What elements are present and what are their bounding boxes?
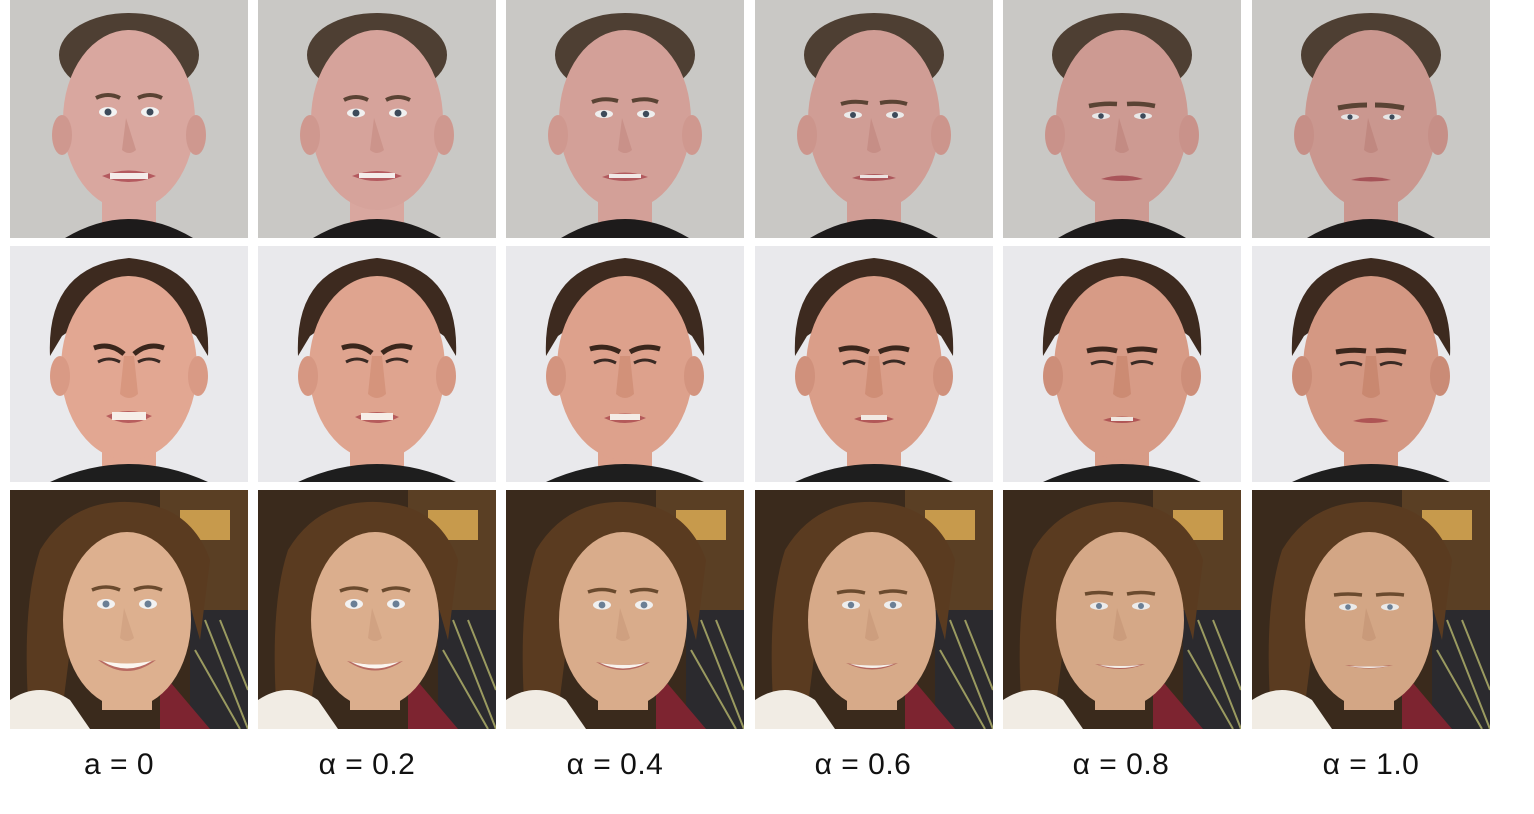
face-tile-row2-col3: [506, 246, 744, 482]
caption-alpha-0-8: α = 0.8: [1072, 748, 1170, 781]
face-tile-row2-col2: [258, 246, 496, 482]
face-photo: [10, 246, 248, 482]
face-photo: [1003, 0, 1241, 238]
caption-alpha-0-6: α = 0.6: [814, 748, 912, 781]
caption-alpha-0-4: α = 0.4: [566, 748, 664, 781]
face-photo: [1003, 490, 1241, 729]
face-photo: [506, 0, 744, 238]
face-tile-row2-col1: [10, 246, 248, 482]
face-tile-row1-col5: [1003, 0, 1241, 238]
face-photo: [1252, 490, 1490, 729]
face-tile-row1-col1: [10, 0, 248, 238]
face-tile-row3-col6: [1252, 490, 1490, 729]
face-photo: [10, 0, 248, 238]
face-tile-row1-col3: [506, 0, 744, 238]
face-tile-row1-col6: [1252, 0, 1490, 238]
caption-alpha-0: a = 0: [83, 748, 155, 781]
face-photo: [258, 246, 496, 482]
face-tile-row3-col5: [1003, 490, 1241, 729]
face-photo: [755, 246, 993, 482]
caption-alpha-1-0: α = 1.0: [1322, 748, 1420, 781]
face-photo: [1252, 0, 1490, 238]
face-tile-row3-col1: [10, 490, 248, 729]
face-photo: [1003, 246, 1241, 482]
face-tile-row2-col4: [755, 246, 993, 482]
face-photo: [1252, 246, 1490, 482]
face-tile-row3-col3: [506, 490, 744, 729]
face-photo: [258, 0, 496, 238]
face-tile-row2-col5: [1003, 246, 1241, 482]
face-photo: [755, 0, 993, 238]
face-photo: [755, 490, 993, 729]
face-tile-row1-col2: [258, 0, 496, 238]
face-tile-row3-col2: [258, 490, 496, 729]
face-tile-row2-col6: [1252, 246, 1490, 482]
caption-alpha-0-2: α = 0.2: [318, 748, 416, 781]
face-photo: [506, 246, 744, 482]
face-tile-row3-col4: [755, 490, 993, 729]
face-tile-row1-col4: [755, 0, 993, 238]
face-photo: [258, 490, 496, 729]
face-photo: [10, 490, 248, 729]
face-photo: [506, 490, 744, 729]
